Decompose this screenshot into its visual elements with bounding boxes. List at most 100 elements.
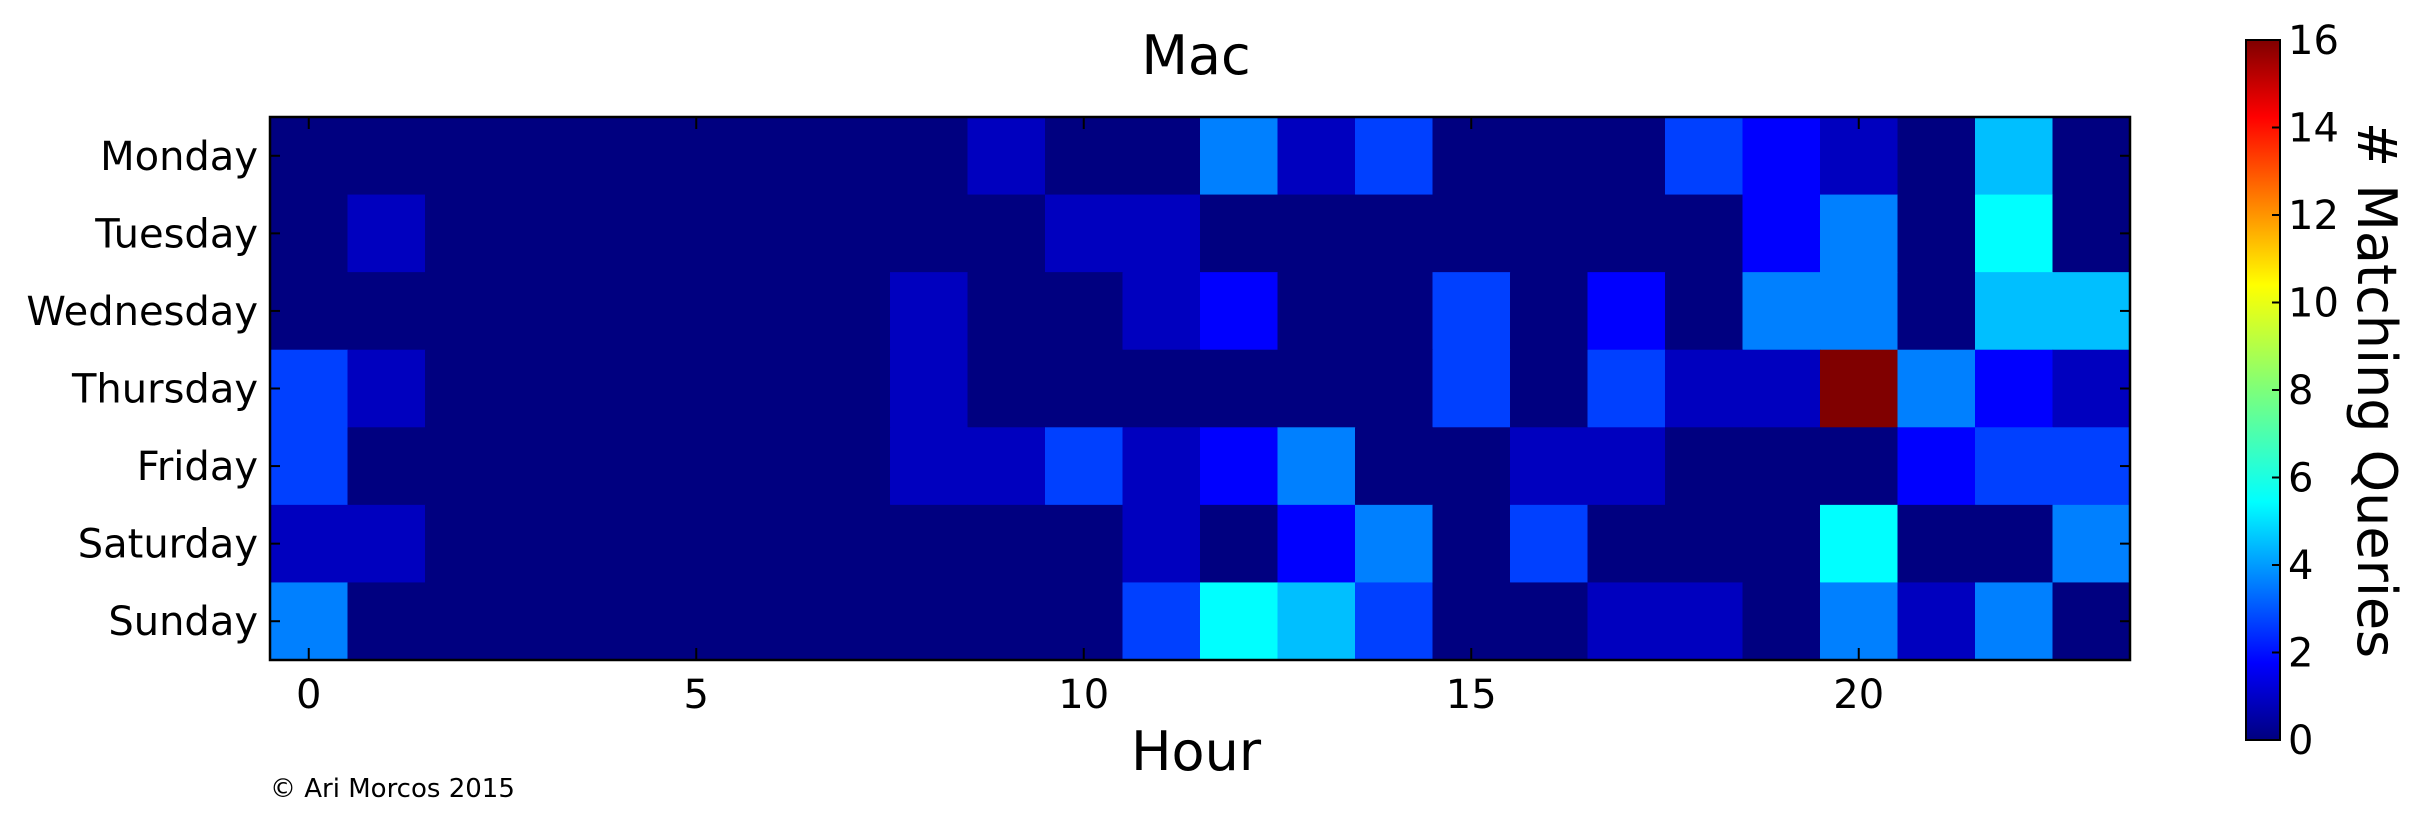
heatmap-cell xyxy=(1665,272,1744,351)
heatmap-cell xyxy=(657,117,736,196)
heatmap-cell xyxy=(2052,117,2131,196)
heatmap-cell xyxy=(1045,117,1124,196)
heatmap-cell xyxy=(1587,504,1666,584)
heatmap-cell xyxy=(1200,349,1279,428)
heatmap-cell xyxy=(1820,504,1899,584)
heatmap-cell xyxy=(1820,194,1899,273)
heatmap-cell xyxy=(1510,504,1589,584)
heatmap-cell xyxy=(1200,427,1279,506)
heatmap-cell xyxy=(657,349,736,428)
heatmap-cell xyxy=(1122,582,1201,661)
heatmap-cell xyxy=(425,194,504,273)
heatmap-cell xyxy=(735,504,814,584)
heatmap-cell xyxy=(1432,427,1511,506)
heatmap-cell xyxy=(2052,504,2131,584)
heatmap-cell xyxy=(502,582,581,661)
heatmap-cell xyxy=(1820,272,1899,351)
heatmap-cell xyxy=(1665,194,1744,273)
heatmap-cell xyxy=(1355,272,1434,351)
heatmap-cell xyxy=(1587,194,1666,273)
heatmap-cells xyxy=(270,117,2131,661)
heatmap-cell xyxy=(1820,117,1899,196)
heatmap-cell xyxy=(1742,504,1821,584)
heatmap-cell xyxy=(735,272,814,351)
heatmap-cell xyxy=(1742,117,1821,196)
heatmap-cell xyxy=(425,427,504,506)
heatmap-cell xyxy=(425,272,504,351)
heatmap-cell xyxy=(1432,504,1511,584)
heatmap-cell xyxy=(1820,427,1899,506)
heatmap-cell xyxy=(1510,272,1589,351)
heatmap-cell xyxy=(1587,427,1666,506)
heatmap-cell xyxy=(812,504,891,584)
heatmap-cell xyxy=(2052,272,2131,351)
heatmap-cell xyxy=(1975,349,2054,428)
heatmap-cell xyxy=(270,504,349,584)
heatmap-cell xyxy=(347,194,426,273)
heatmap-cell xyxy=(1200,194,1279,273)
row-label: Monday xyxy=(100,134,258,180)
colorbar-tick-label: 14 xyxy=(2288,106,2339,152)
heatmap-cell xyxy=(1975,194,2054,273)
heatmap-cell xyxy=(1975,582,2054,661)
heatmap-cell xyxy=(1200,504,1279,584)
heatmap-cell xyxy=(1897,117,1976,196)
heatmap-cell xyxy=(1277,349,1356,428)
colorbar-tick-label: 0 xyxy=(2288,718,2313,764)
heatmap-cell xyxy=(502,349,581,428)
heatmap-cell xyxy=(502,504,581,584)
colorbar-tick-label: 4 xyxy=(2288,543,2313,589)
heatmap-cell xyxy=(967,582,1046,661)
heatmap-cell xyxy=(812,194,891,273)
heatmap-cell xyxy=(580,504,659,584)
heatmap-cell xyxy=(1355,349,1434,428)
heatmap-cell xyxy=(657,582,736,661)
heatmap-cell xyxy=(1975,504,2054,584)
heatmap-cell xyxy=(270,117,349,196)
heatmap-cell xyxy=(502,272,581,351)
heatmap-cell xyxy=(812,117,891,196)
row-label: Sunday xyxy=(108,599,258,645)
heatmap-cell xyxy=(1122,272,1201,351)
heatmap-cell xyxy=(1897,349,1976,428)
heatmap-cell xyxy=(1587,272,1666,351)
heatmap-cell xyxy=(1045,194,1124,273)
heatmap-cell xyxy=(735,117,814,196)
heatmap-cell xyxy=(347,272,426,351)
heatmap-cell xyxy=(1665,349,1744,428)
heatmap-cell xyxy=(270,582,349,661)
heatmap-cell xyxy=(1432,349,1511,428)
heatmap-cell xyxy=(812,582,891,661)
heatmap-cell xyxy=(1665,504,1744,584)
heatmap-cell xyxy=(1742,272,1821,351)
heatmap-cell xyxy=(1277,117,1356,196)
heatmap-cell xyxy=(1510,194,1589,273)
heatmap-cell xyxy=(1432,194,1511,273)
colorbar-tick-label: 2 xyxy=(2288,631,2313,677)
heatmap-cell xyxy=(890,349,969,428)
colorbar-ticks: 0 2 4 6 8 10 12 14 16 xyxy=(2272,18,2339,764)
heatmap-cell xyxy=(1510,582,1589,661)
heatmap-cell xyxy=(967,349,1046,428)
heatmap-cell xyxy=(1200,272,1279,351)
heatmap-cell xyxy=(1665,117,1744,196)
heatmap-cell xyxy=(347,349,426,428)
colorbar-tick-label: 16 xyxy=(2288,18,2339,64)
heatmap-cell xyxy=(502,117,581,196)
heatmap-cell xyxy=(270,349,349,428)
row-label: Saturday xyxy=(78,522,258,568)
heatmap-cell xyxy=(2052,427,2131,506)
heatmap-cell xyxy=(580,427,659,506)
heatmap-cell xyxy=(270,194,349,273)
x-tick-label: 5 xyxy=(684,672,709,718)
heatmap-cell xyxy=(967,272,1046,351)
heatmap-cell xyxy=(1897,582,1976,661)
heatmap-cell xyxy=(1045,272,1124,351)
heatmap-cell xyxy=(1897,504,1976,584)
x-tick-label: 15 xyxy=(1446,672,1497,718)
heatmap-cell xyxy=(1045,349,1124,428)
heatmap-cell xyxy=(890,194,969,273)
heatmap-cell xyxy=(1045,504,1124,584)
heatmap-cell xyxy=(657,504,736,584)
